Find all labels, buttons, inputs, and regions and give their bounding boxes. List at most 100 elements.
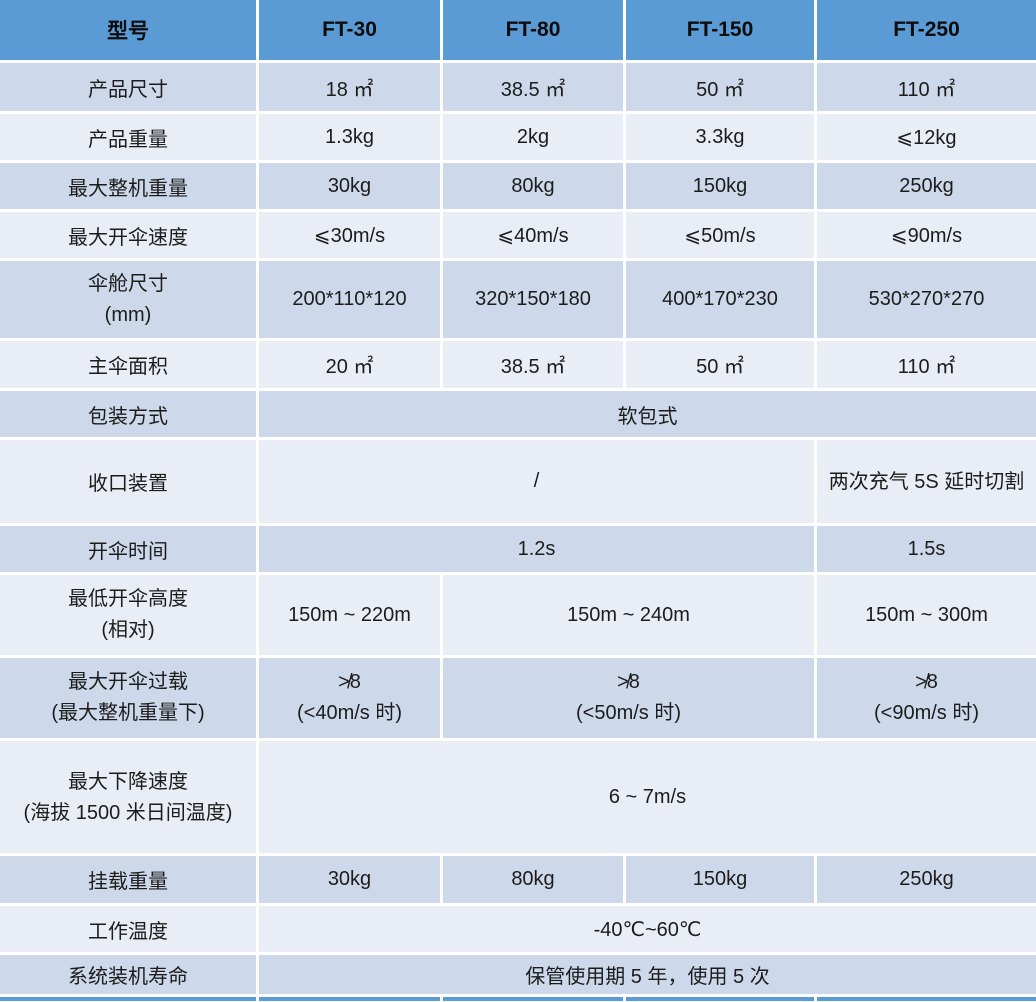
row-label-text: 最大开伞过载	[68, 671, 188, 693]
row-label-text: 最大下降速度	[68, 770, 188, 793]
cell-min-deploy-alt-ft30: 150m ~ 220m	[259, 575, 440, 655]
overload-value: ≯8	[915, 671, 938, 693]
row-max-deploy-overload: 最大开伞过载 (最大整机重量下) ≯8 (<40m/s 时) ≯8 (<50m/…	[0, 658, 1036, 738]
row-max-system-weight: 最大整机重量 30kg 80kg 150kg 250kg	[0, 163, 1036, 209]
cell-product-weight-ft150: 3.3kg	[626, 114, 814, 160]
row-label-max-deploy-overload: 最大开伞过载 (最大整机重量下)	[0, 658, 256, 738]
cell-product-size-ft150: 50 ㎡	[626, 63, 814, 111]
row-label-max-system-weight: 最大整机重量	[0, 163, 256, 209]
row-label-text: 伞舱尺寸	[88, 272, 168, 295]
row-label-system-service-life: 系统装机寿命	[0, 955, 256, 994]
footer-strip-cell	[817, 997, 1036, 1001]
row-main-canopy-area: 主伞面积 20 ㎡ 38.5 ㎡ 50 ㎡ 110 ㎡	[0, 341, 1036, 388]
header-cell-ft30: FT-30	[259, 0, 440, 60]
cell-reefing-ft30-150: /	[259, 440, 814, 523]
overload-value: ≯8	[338, 671, 361, 693]
row-product-weight: 产品重量 1.3kg 2kg 3.3kg ⩽12kg	[0, 114, 1036, 160]
cell-reefing-ft250-text: 两次充气 5S 延时切割	[828, 470, 1025, 493]
cell-product-weight-ft30: 1.3kg	[259, 114, 440, 160]
cell-max-deploy-speed-ft250: ⩽90m/s	[817, 212, 1036, 258]
cell-max-descent-speed-all: 6 ~ 7m/s	[259, 741, 1036, 853]
cell-max-deploy-speed-ft30: ⩽30m/s	[259, 212, 440, 258]
row-label-text: 最低开伞高度	[68, 588, 188, 610]
cell-max-system-weight-ft80: 80kg	[443, 163, 623, 209]
cell-payload-ft250: 250kg	[817, 856, 1036, 903]
row-label-reefing-device: 收口装置	[0, 440, 256, 523]
row-reefing-device: 收口装置 / 两次充气 5S 延时切割	[0, 440, 1036, 523]
row-sublabel-text: (mm)	[104, 303, 152, 326]
cell-max-system-weight-ft30: 30kg	[259, 163, 440, 209]
cell-max-system-weight-ft250: 250kg	[817, 163, 1036, 209]
cell-system-service-life-all: 保管使用期 5 年，使用 5 次	[259, 955, 1036, 994]
footer-strip-cell	[259, 997, 440, 1001]
cell-max-deploy-speed-ft80: ⩽40m/s	[443, 212, 623, 258]
row-canopy-bay-size: 伞舱尺寸 (mm) 200*110*120 320*150*180 400*17…	[0, 261, 1036, 338]
row-label-operating-temp: 工作温度	[0, 906, 256, 952]
header-cell-ft250: FT-250	[817, 0, 1036, 60]
header-cell-model: 型号	[0, 0, 256, 60]
overload-condition: (<40m/s 时)	[296, 702, 403, 724]
row-label-product-size: 产品尺寸	[0, 63, 256, 111]
footer-strip-row	[0, 997, 1036, 1001]
header-cell-ft150: FT-150	[626, 0, 814, 60]
row-max-descent-speed: 最大下降速度 (海拔 1500 米日间温度) 6 ~ 7m/s	[0, 741, 1036, 853]
row-operating-temp: 工作温度 -40℃~60℃	[0, 906, 1036, 952]
cell-max-deploy-speed-ft150: ⩽50m/s	[626, 212, 814, 258]
row-product-size: 产品尺寸 18 ㎡ 38.5 ㎡ 50 ㎡ 110 ㎡	[0, 63, 1036, 111]
cell-reefing-ft250: 两次充气 5S 延时切割	[817, 440, 1036, 523]
cell-product-size-ft250: 110 ㎡	[817, 63, 1036, 111]
cell-product-weight-ft250: ⩽12kg	[817, 114, 1036, 160]
cell-min-deploy-alt-ft80-150: 150m ~ 240m	[443, 575, 814, 655]
row-label-max-descent-speed: 最大下降速度 (海拔 1500 米日间温度)	[0, 741, 256, 853]
cell-packing-type-all: 软包式	[259, 391, 1036, 437]
row-label-main-canopy-area: 主伞面积	[0, 341, 256, 388]
row-label-max-deploy-speed: 最大开伞速度	[0, 212, 256, 258]
header-row: 型号 FT-30 FT-80 FT-150 FT-250	[0, 0, 1036, 60]
cell-main-canopy-area-ft80: 38.5 ㎡	[443, 341, 623, 388]
row-sublabel-text: (最大整机重量下)	[51, 702, 205, 724]
cell-product-size-ft80: 38.5 ㎡	[443, 63, 623, 111]
cell-main-canopy-area-ft250: 110 ㎡	[817, 341, 1036, 388]
overload-condition: (<50m/s 时)	[575, 702, 682, 724]
cell-canopy-bay-ft250: 530*270*270	[817, 261, 1036, 338]
row-label-packing-type: 包装方式	[0, 391, 256, 437]
row-label-deploy-time: 开伞时间	[0, 526, 256, 572]
row-label-canopy-bay-size: 伞舱尺寸 (mm)	[0, 261, 256, 338]
cell-overload-ft30: ≯8 (<40m/s 时)	[259, 658, 440, 738]
cell-deploy-time-ft250: 1.5s	[817, 526, 1036, 572]
cell-operating-temp-all: -40℃~60℃	[259, 906, 1036, 952]
row-packing-type: 包装方式 软包式	[0, 391, 1036, 437]
cell-canopy-bay-ft30: 200*110*120	[259, 261, 440, 338]
row-deploy-time: 开伞时间 1.2s 1.5s	[0, 526, 1036, 572]
row-sublabel-text: (相对)	[101, 619, 155, 641]
row-label-product-weight: 产品重量	[0, 114, 256, 160]
footer-strip-cell	[443, 997, 623, 1001]
row-label-payload-weight: 挂载重量	[0, 856, 256, 903]
cell-deploy-time-ft30-150: 1.2s	[259, 526, 814, 572]
cell-main-canopy-area-ft150: 50 ㎡	[626, 341, 814, 388]
cell-payload-ft80: 80kg	[443, 856, 623, 903]
cell-main-canopy-area-ft30: 20 ㎡	[259, 341, 440, 388]
cell-canopy-bay-ft150: 400*170*230	[626, 261, 814, 338]
cell-product-size-ft30: 18 ㎡	[259, 63, 440, 111]
row-max-deploy-speed: 最大开伞速度 ⩽30m/s ⩽40m/s ⩽50m/s ⩽90m/s	[0, 212, 1036, 258]
overload-value: ≯8	[617, 671, 640, 693]
cell-min-deploy-alt-ft250: 150m ~ 300m	[817, 575, 1036, 655]
cell-overload-ft80-150: ≯8 (<50m/s 时)	[443, 658, 814, 738]
footer-strip-cell	[0, 997, 256, 1001]
header-cell-ft80: FT-80	[443, 0, 623, 60]
row-sublabel-text: (海拔 1500 米日间温度)	[23, 801, 233, 824]
cell-max-system-weight-ft150: 150kg	[626, 163, 814, 209]
row-system-service-life: 系统装机寿命 保管使用期 5 年，使用 5 次	[0, 955, 1036, 994]
footer-strip-cell	[626, 997, 814, 1001]
row-payload-weight: 挂载重量 30kg 80kg 150kg 250kg	[0, 856, 1036, 903]
row-label-min-deploy-altitude: 最低开伞高度 (相对)	[0, 575, 256, 655]
cell-product-weight-ft80: 2kg	[443, 114, 623, 160]
overload-condition: (<90m/s 时)	[873, 702, 980, 724]
row-min-deploy-altitude: 最低开伞高度 (相对) 150m ~ 220m 150m ~ 240m 150m…	[0, 575, 1036, 655]
cell-payload-ft150: 150kg	[626, 856, 814, 903]
cell-overload-ft250: ≯8 (<90m/s 时)	[817, 658, 1036, 738]
cell-canopy-bay-ft80: 320*150*180	[443, 261, 623, 338]
